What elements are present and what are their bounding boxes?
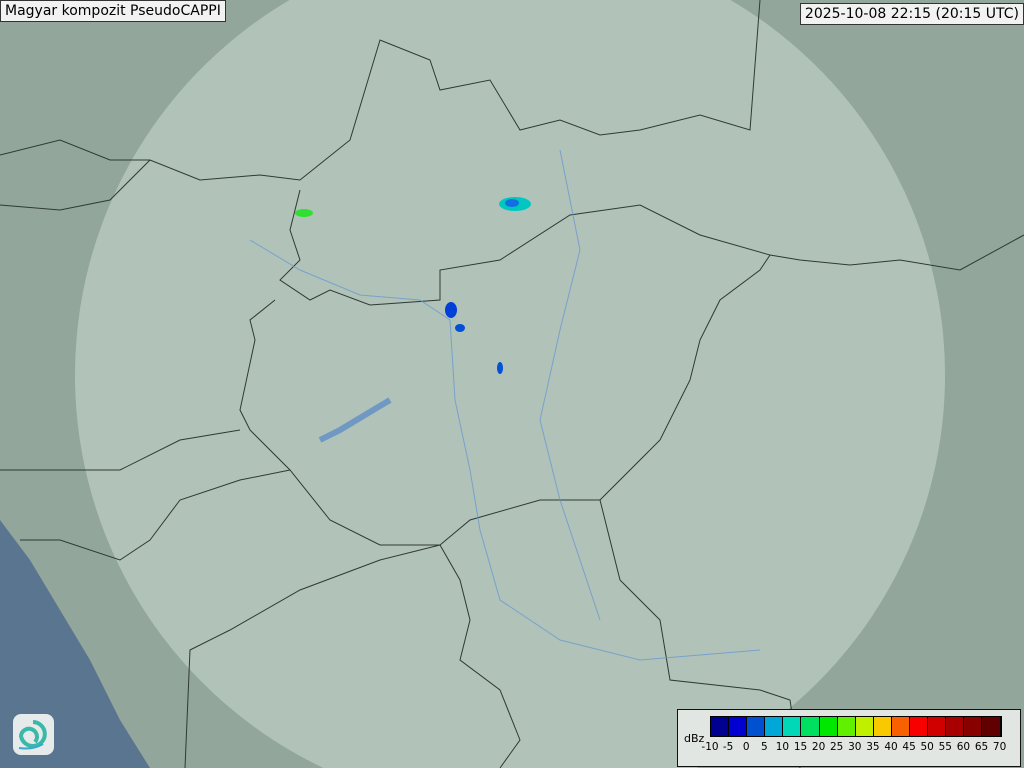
legend-swatch [837,717,856,736]
echo [445,302,457,318]
adriatic-sea [0,520,150,768]
legend-swatch [729,717,748,736]
swirl-logo-icon [13,714,54,755]
legend-swatch [873,717,892,736]
color-legend: dBz -10 -5 0 5 10 15 20 25 30 35 40 45 50 55 60 65 70 [677,709,1021,767]
legend-tick-label: -5 [722,741,734,753]
legend-swatch [747,717,766,736]
legend-tick-label: 30 [848,741,862,753]
legend-tick-label: 20 [811,741,826,753]
legend-tick-label: 35 [866,741,880,753]
legend-tick-label: 40 [884,741,898,753]
echo [295,209,313,217]
legend-tick-label: 10 [775,741,790,753]
legend-tick-label: 70 [992,741,1007,753]
legend-swatch [855,717,874,736]
rivers [249,149,761,661]
timestamp: 2025-10-08 22:15 (20:15 UTC) [799,3,1024,25]
echo [505,199,519,207]
legend-swatch [783,717,802,736]
legend-swatch [711,717,730,736]
legend-tick-label: 60 [956,741,971,753]
legend-tick-label: 0 [742,741,750,753]
legend-tick-label: 65 [974,741,989,753]
legend-ticks: -10 -5 0 5 10 15 20 25 30 35 40 45 50 55 60 65 70 [701,741,1016,761]
legend-swatch [946,717,965,736]
legend-tick-label: 50 [920,741,934,753]
radar-coverage-area [74,0,946,768]
echo [497,362,503,374]
legend-swatch [928,717,947,736]
legend-unit: dBz [684,732,705,745]
legend-swatch [982,717,1001,736]
echo [455,324,465,332]
legend-swatch [765,717,784,736]
legend-swatch [819,717,838,736]
legend-tick-label: 45 [902,741,916,753]
legend-swatch [910,717,929,736]
product-title: Magyar kompozit PseudoCAPPI [0,0,226,22]
legend-tick-label: 15 [793,741,808,753]
legend-tick-label: 25 [830,741,844,753]
legend-tick-label: 5 [760,741,768,753]
radar-echoes [295,197,531,374]
legend-colorbar [710,716,1002,737]
legend-tick-label: -10 [701,741,719,753]
legend-swatch [964,717,983,736]
legend-tick-label: 55 [938,741,952,753]
legend-swatch [801,717,820,736]
legend-swatch [891,717,911,736]
